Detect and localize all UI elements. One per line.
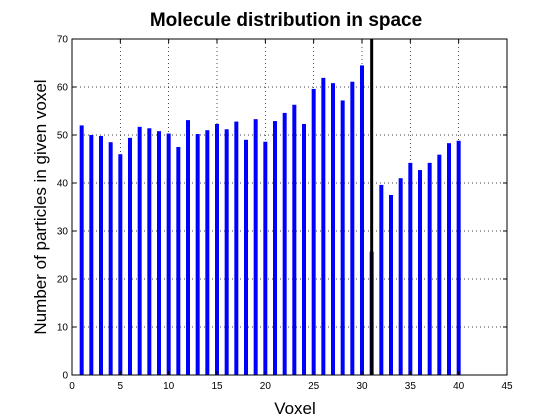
bar xyxy=(408,162,413,375)
bar xyxy=(437,154,442,375)
x-axis-label: Voxel xyxy=(274,399,316,418)
y-tick-label: 30 xyxy=(57,227,69,238)
y-axis-ticks: 0 10 20 30 40 50 60 70 xyxy=(57,35,507,382)
bar xyxy=(292,104,297,375)
y-tick-label: 10 xyxy=(57,323,69,334)
bar xyxy=(205,130,210,375)
bar xyxy=(195,134,200,375)
y-tick-label: 50 xyxy=(57,131,69,142)
bar xyxy=(108,142,113,375)
bar xyxy=(398,178,403,375)
x-tick-label: 40 xyxy=(453,381,465,392)
bar xyxy=(311,88,316,376)
y-tick-label: 0 xyxy=(62,371,68,382)
x-axis-ticks: 0 5 10 15 20 25 30 35 40 45 xyxy=(69,39,513,392)
bar xyxy=(447,143,451,375)
bar xyxy=(350,81,355,375)
bar xyxy=(418,170,422,375)
plot-area xyxy=(71,38,508,376)
y-tick-label: 70 xyxy=(57,35,69,46)
y-axis-label: Number of particles in given voxel xyxy=(31,79,50,334)
bar xyxy=(176,147,181,375)
y-tick-label: 20 xyxy=(57,275,69,286)
bar xyxy=(263,141,268,375)
chart-title: Molecule distribution in space xyxy=(150,10,422,31)
bar xyxy=(137,126,142,375)
bar xyxy=(253,119,258,375)
bar xyxy=(89,135,94,375)
x-tick-label: 5 xyxy=(118,381,124,392)
x-tick-label: 30 xyxy=(356,381,368,392)
bar xyxy=(224,129,229,375)
bar xyxy=(360,65,364,376)
x-tick-label: 45 xyxy=(501,381,513,392)
bar xyxy=(118,154,123,375)
bar xyxy=(321,77,326,375)
bar xyxy=(282,112,287,376)
bar xyxy=(379,184,384,375)
bar-series xyxy=(79,65,461,376)
bar xyxy=(331,83,335,375)
plot-frame xyxy=(71,38,508,376)
x-tick-label: 25 xyxy=(308,381,320,392)
y-tick-label: 40 xyxy=(57,179,69,190)
bar xyxy=(99,135,103,375)
bar xyxy=(128,137,132,375)
x-tick-label: 15 xyxy=(211,381,223,392)
bar xyxy=(302,123,306,376)
x-tick-label: 20 xyxy=(260,381,272,392)
bar xyxy=(340,100,345,375)
bar xyxy=(215,123,219,376)
bar xyxy=(157,131,161,375)
x-tick-label: 35 xyxy=(405,381,417,392)
bar xyxy=(389,195,393,375)
bar xyxy=(427,162,432,375)
bar xyxy=(273,121,277,375)
bar xyxy=(244,139,248,375)
bar xyxy=(234,121,239,375)
bar xyxy=(166,133,171,375)
x-tick-label: 0 xyxy=(69,381,75,392)
y-tick-label: 60 xyxy=(57,83,69,94)
bar xyxy=(456,140,461,375)
x-tick-label: 10 xyxy=(163,381,175,392)
bar xyxy=(147,128,152,375)
bar xyxy=(186,120,190,376)
bar xyxy=(79,125,84,376)
